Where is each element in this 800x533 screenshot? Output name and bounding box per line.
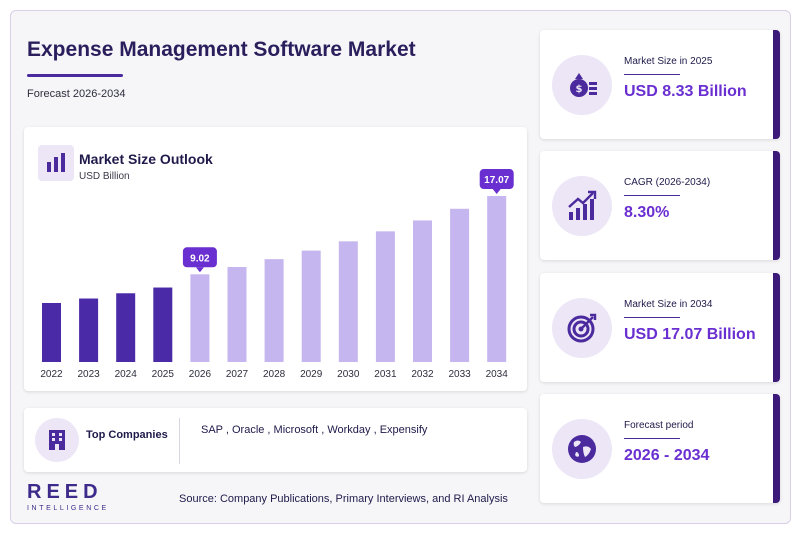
bar-2027 xyxy=(227,267,247,362)
x-tick-label: 2034 xyxy=(486,369,509,380)
value-callout: 9.02 xyxy=(182,247,217,273)
bar-2033 xyxy=(450,208,470,362)
x-tick-label: 2027 xyxy=(226,369,249,380)
value-callout: 17.07 xyxy=(479,169,514,195)
callout-label: 9.02 xyxy=(190,253,210,264)
page-title: Expense Management Software Market xyxy=(27,38,416,61)
stat-value: USD 17.07 Billion xyxy=(624,326,756,343)
x-tick-label: 2023 xyxy=(77,369,100,380)
x-tick-label: 2029 xyxy=(300,369,323,380)
stat-rule xyxy=(624,74,680,75)
chart-unit: USD Billion xyxy=(79,171,130,182)
chart-card: 2022 2023 2024 2025 2026 2027 2028 2029 2030 2031… xyxy=(24,127,527,391)
bar-2025 xyxy=(153,287,173,362)
logo-wordmark: REED xyxy=(27,481,103,503)
stat-value: 8.30% xyxy=(624,204,670,221)
stat-rule xyxy=(624,438,680,439)
page-subtitle: Forecast 2026-2034 xyxy=(27,88,126,100)
x-tick-label: 2025 xyxy=(152,369,175,380)
x-tick-label: 2022 xyxy=(40,369,63,380)
stat-card-market-size-2025: $ Market Size in 2025 USD 8.33 Billion xyxy=(540,30,780,139)
target-icon xyxy=(552,298,612,358)
divider xyxy=(179,418,180,464)
bar-2026 xyxy=(190,274,210,362)
bar-2030 xyxy=(338,241,358,362)
x-tick-label: 2032 xyxy=(411,369,434,380)
stat-card-market-size-2034: Market Size in 2034 USD 17.07 Billion xyxy=(540,273,780,382)
x-tick-label: 2026 xyxy=(189,369,212,380)
bar-2034 xyxy=(487,196,507,362)
globe-icon xyxy=(552,419,612,479)
logo-subtext: INTELLIGENCE xyxy=(27,505,109,512)
stat-rule xyxy=(624,195,680,196)
top-companies-label: Top Companies xyxy=(86,429,168,441)
title-underline xyxy=(27,74,123,77)
stat-label: CAGR (2026-2034) xyxy=(624,177,711,188)
money-bag-icon: $ xyxy=(552,55,612,115)
stat-label: Market Size in 2025 xyxy=(624,56,713,67)
x-tick-label: 2024 xyxy=(115,369,138,380)
bar-2029 xyxy=(301,250,321,362)
chart-title: Market Size Outlook xyxy=(79,151,213,167)
bar-2023 xyxy=(79,298,99,362)
stat-label: Forecast period xyxy=(624,420,694,431)
x-tick-label: 2033 xyxy=(448,369,471,380)
infographic-frame: Expense Management Software Market Forec… xyxy=(10,10,791,524)
reed-intelligence-logo: REED INTELLIGENCE xyxy=(27,481,137,512)
callout-label: 17.07 xyxy=(484,175,509,186)
svg-text:$: $ xyxy=(576,84,583,95)
bar-2024 xyxy=(116,293,136,362)
stat-rule xyxy=(624,317,680,318)
top-companies-card: Top Companies SAP , Oracle , Microsoft ,… xyxy=(24,408,527,472)
stat-card-forecast-period: Forecast period 2026 - 2034 xyxy=(540,394,780,503)
stat-label: Market Size in 2034 xyxy=(624,299,713,310)
bar-2022 xyxy=(42,302,61,362)
stat-card-cagr: CAGR (2026-2034) 8.30% xyxy=(540,151,780,260)
x-tick-label: 2028 xyxy=(263,369,286,380)
x-tick-label: 2031 xyxy=(374,369,397,380)
source-note: Source: Company Publications, Primary In… xyxy=(179,493,508,505)
bar-chart-icon xyxy=(38,145,74,181)
bar-2032 xyxy=(413,220,432,362)
bar-2031 xyxy=(375,231,395,362)
stat-value: 2026 - 2034 xyxy=(624,447,710,464)
top-companies-list: SAP , Oracle , Microsoft , Workday , Exp… xyxy=(201,424,428,436)
x-tick-label: 2030 xyxy=(337,369,360,380)
bar-2028 xyxy=(264,259,284,362)
growth-chart-icon xyxy=(552,176,612,236)
building-icon xyxy=(35,418,79,462)
stat-value: USD 8.33 Billion xyxy=(624,83,747,100)
market-size-chart: 2022 2023 2024 2025 2026 2027 2028 2029 2030 2031… xyxy=(40,169,514,380)
